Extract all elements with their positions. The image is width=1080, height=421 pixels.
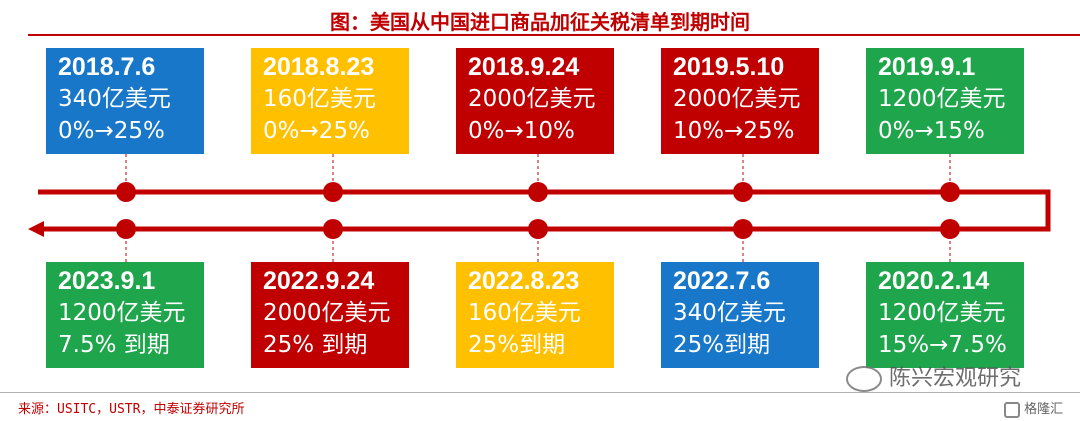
tariff-date: 2019.9.1 [878, 53, 976, 81]
watermark-site: 格隆汇 [1004, 398, 1063, 418]
bottom-tariff-box: 2022.7.6 340亿美元 25%到期 [661, 262, 819, 368]
tariff-amount: 160亿美元 [263, 86, 376, 112]
tariff-rate: 0%→10% [468, 118, 575, 144]
bottom-tariff-box: 2022.9.24 2000亿美元 25% 到期 [251, 262, 409, 368]
site-logo-icon [1004, 401, 1020, 418]
title-underline [28, 34, 1080, 36]
top-tariff-box: 2019.9.1 1200亿美元 0%→15% [866, 48, 1024, 154]
top-timeline-dot [940, 182, 960, 202]
tariff-amount: 340亿美元 [673, 300, 786, 326]
bottom-timeline-dot [116, 219, 136, 239]
watermark-text: 陈兴宏观研究 [889, 366, 1022, 391]
tariff-amount: 2000亿美元 [673, 86, 801, 112]
tariff-rate: 7.5% 到期 [58, 332, 170, 358]
connector-lines [125, 154, 951, 262]
title-bar: 图：美国从中国进口商品加征关税清单到期时间 [0, 0, 1080, 40]
tariff-rate: 0%→25% [58, 118, 165, 144]
tariff-rate: 25%到期 [468, 332, 566, 358]
bottom-tariff-box: 2023.9.1 1200亿美元 7.5% 到期 [46, 262, 204, 368]
tariff-date: 2018.8.23 [263, 53, 375, 81]
tariff-date: 2018.9.24 [468, 53, 580, 81]
tariff-amount: 160亿美元 [468, 300, 581, 326]
tariff-amount: 2000亿美元 [263, 300, 391, 326]
tariff-rate: 25%到期 [673, 332, 771, 358]
tariff-date: 2020.2.14 [878, 267, 990, 295]
tariff-date: 2022.8.23 [468, 267, 580, 295]
bottom-timeline-dot [733, 219, 753, 239]
top-tariff-box: 2019.5.10 2000亿美元 10%→25% [661, 48, 819, 154]
tariff-rate: 25% 到期 [263, 332, 368, 358]
tariff-date: 2018.7.6 [58, 53, 156, 81]
tariff-amount: 2000亿美元 [468, 86, 596, 112]
tariff-amount: 1200亿美元 [58, 300, 186, 326]
bottom-tariff-box: 2022.8.23 160亿美元 25%到期 [456, 262, 614, 368]
tariff-rate: 10%→25% [673, 118, 795, 144]
top-timeline-dot [528, 182, 548, 202]
top-timeline-dot [116, 182, 136, 202]
tariff-rate: 0%→15% [878, 118, 985, 144]
timeline-arrowhead [28, 221, 44, 237]
tariff-rate: 0%→25% [263, 118, 370, 144]
tariff-date: 2022.7.6 [673, 267, 771, 295]
timeline-dots [116, 182, 960, 239]
bottom-timeline-dot [323, 219, 343, 239]
tariff-date: 2022.9.24 [263, 267, 375, 295]
tariff-date: 2023.9.1 [58, 267, 156, 295]
tariff-rate: 15%→7.5% [878, 332, 1007, 358]
watermark: 陈兴宏观研究 [846, 360, 1021, 392]
top-tariff-box: 2018.8.23 160亿美元 0%→25% [251, 48, 409, 154]
tariff-date: 2019.5.10 [673, 53, 785, 81]
site-name: 格隆汇 [1024, 402, 1064, 417]
tariff-amount: 1200亿美元 [878, 86, 1006, 112]
bottom-timeline-dot [940, 219, 960, 239]
footer-divider [0, 392, 1080, 393]
top-tariff-box: 2018.7.6 340亿美元 0%→25% [46, 48, 204, 154]
tariff-amount: 340亿美元 [58, 86, 171, 112]
source-note: 来源：USITC，USTR，中泰证券研究所 [18, 402, 245, 417]
top-timeline-dot [323, 182, 343, 202]
page-title: 图：美国从中国进口商品加征关税清单到期时间 [330, 10, 750, 34]
wechat-icon [846, 366, 882, 392]
tariff-amount: 1200亿美元 [878, 300, 1006, 326]
bottom-timeline-dot [528, 219, 548, 239]
bottom-tariff-box: 2020.2.14 1200亿美元 15%→7.5% [866, 262, 1024, 368]
top-tariff-box: 2018.9.24 2000亿美元 0%→10% [456, 48, 614, 154]
top-timeline-dot [733, 182, 753, 202]
